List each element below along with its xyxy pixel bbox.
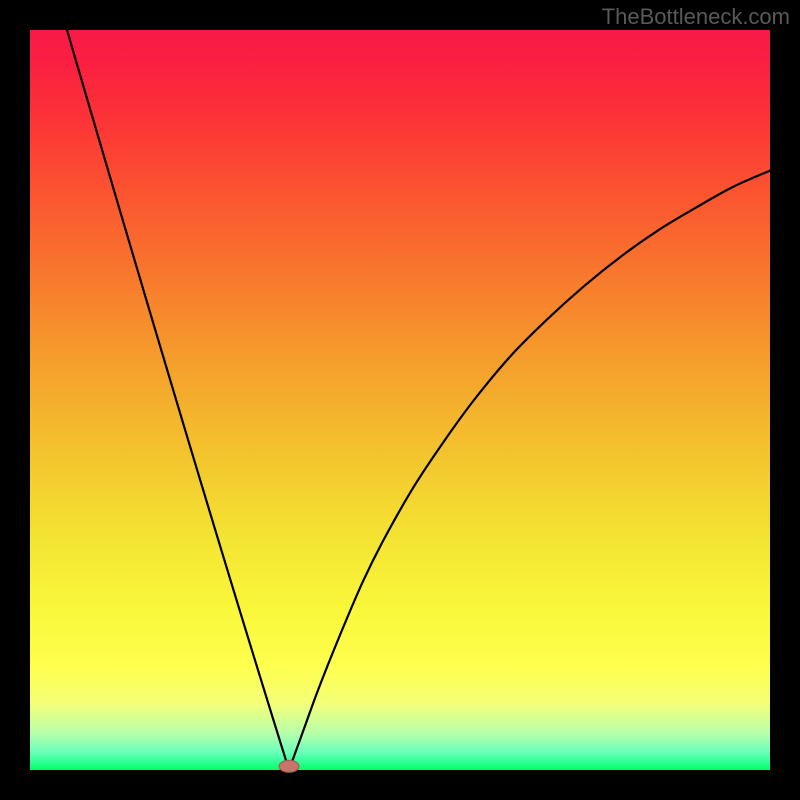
bottleneck-chart	[0, 0, 800, 800]
watermark-text: TheBottleneck.com	[602, 4, 790, 30]
minimum-marker	[279, 760, 299, 772]
plot-background	[30, 30, 770, 770]
chart-container: TheBottleneck.com	[0, 0, 800, 800]
